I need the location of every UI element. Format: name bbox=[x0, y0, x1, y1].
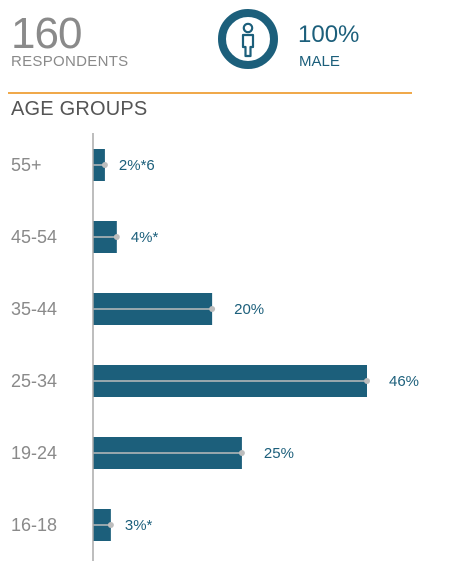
person-icon bbox=[218, 9, 278, 69]
bar-marker-dot bbox=[107, 522, 114, 528]
bar-marker-dot bbox=[209, 306, 216, 312]
divider bbox=[8, 92, 412, 94]
gender-percent: 100% bbox=[298, 21, 360, 48]
value-label: 3%* bbox=[125, 517, 153, 534]
bar-marker-dot bbox=[113, 234, 120, 240]
respondent-label: RESPONDENTS bbox=[11, 53, 129, 70]
category-label: 19-24 bbox=[11, 443, 57, 463]
category-label: 55+ bbox=[11, 155, 42, 175]
value-label: 20% bbox=[234, 301, 264, 318]
category-label: 45-54 bbox=[11, 227, 57, 247]
bar-marker-dot bbox=[238, 450, 245, 456]
section-title: AGE GROUPS bbox=[11, 98, 148, 120]
respondent-count: 160 bbox=[11, 9, 82, 58]
value-label: 25% bbox=[264, 445, 294, 462]
category-label: 25-34 bbox=[11, 371, 57, 391]
category-label: 35-44 bbox=[11, 299, 57, 319]
bar-marker-dot bbox=[101, 162, 108, 168]
category-label: 16-18 bbox=[11, 515, 57, 535]
value-label: 2%*6 bbox=[119, 157, 155, 174]
bar-marker-dot bbox=[364, 378, 370, 384]
gender-label: MALE bbox=[299, 53, 340, 70]
value-label: 46% bbox=[389, 373, 419, 390]
value-label: 4%* bbox=[131, 229, 159, 246]
